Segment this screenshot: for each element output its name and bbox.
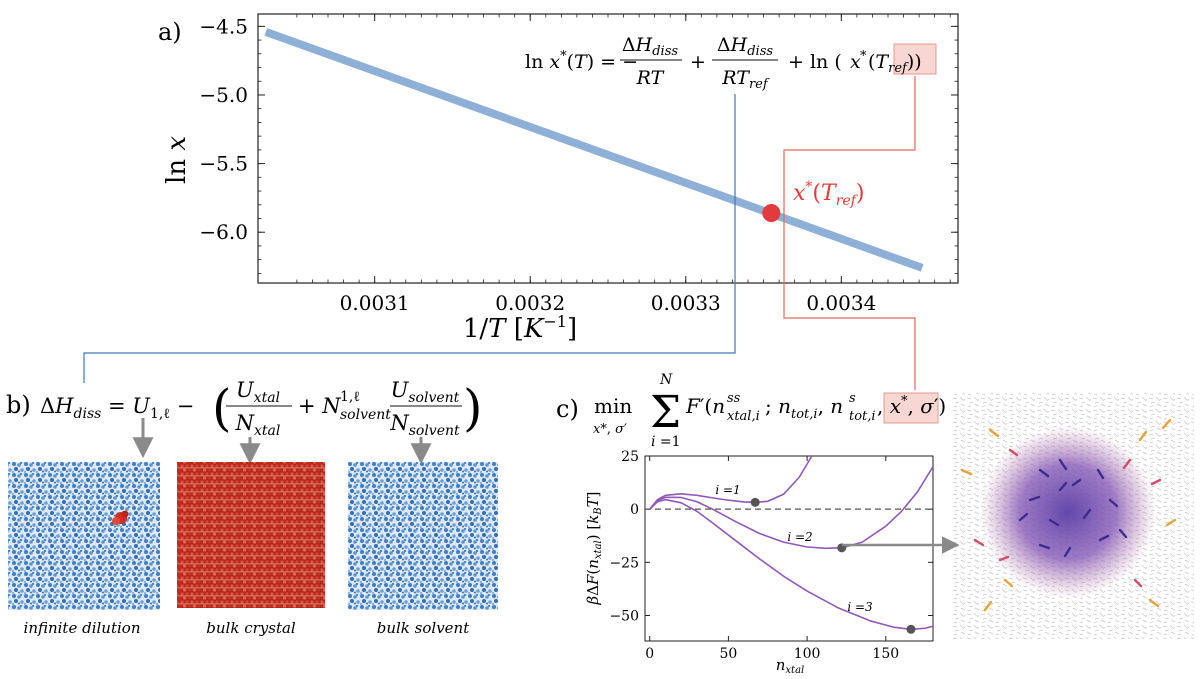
svg-text:ΔHdiss: ΔHdiss <box>622 34 678 59</box>
panel-c-x-tick-label: 50 <box>719 646 737 662</box>
panel-a-y-tick-label: −5.0 <box>199 83 248 107</box>
svg-text:F′(n: F′(n <box>685 394 725 418</box>
svg-text:solvent: solvent <box>340 407 391 423</box>
red-connector-line <box>783 76 916 390</box>
svg-text:+ N: + N <box>298 394 341 418</box>
panel-a-y-tick-label: −6.0 <box>199 220 248 244</box>
svg-text:i =1: i =1 <box>651 434 681 450</box>
panel-c-curve-label: i =3 <box>847 600 873 614</box>
svg-text:1,ℓ: 1,ℓ <box>340 389 360 405</box>
panel-c-curve <box>649 466 933 550</box>
panel-a-series-line <box>264 28 924 272</box>
svg-text:ΔHdiss: ΔHdiss <box>717 34 773 59</box>
panel-a-chart: 0.0031 0.0032 0.0033 0.0034 −4.5 −5.0 −5.5 −6.0 <box>199 13 959 315</box>
snapshot-bulk-crystal <box>177 462 325 608</box>
blue-connector-line <box>83 94 736 383</box>
panel-c-y-axis-label: βΔF(nxtal) [kBT] <box>584 491 604 605</box>
xstar-sigma-highlight-box <box>883 392 939 424</box>
panel-c-x-tick-label: 100 <box>794 646 821 662</box>
svg-text:ΔHdiss = U1,ℓ −: ΔHdiss = U1,ℓ − <box>40 394 194 422</box>
svg-text:ln x*(T) = −: ln x*(T) = − <box>525 49 638 73</box>
svg-text:; ntot,i, n: ; ntot,i, n <box>765 394 843 422</box>
panel-a-x-axis-label: 1/T [K−1] <box>463 312 577 344</box>
svg-text:(Tref)): (Tref)) <box>868 51 922 76</box>
panel-c-curve <box>649 456 813 510</box>
caption-bulk-solvent: bulk solvent <box>377 619 470 637</box>
svg-text:(: ( <box>212 379 232 437</box>
svg-text:xtal,i: xtal,i <box>727 409 760 424</box>
panel-c-x-tick-label: 0 <box>645 646 654 662</box>
svg-text:Uxtal: Uxtal <box>236 378 280 406</box>
panel-c-x-tick-label: 150 <box>872 646 899 662</box>
panel-c-curve <box>649 498 933 631</box>
panel-c-y-tick-label: 25 <box>621 449 639 465</box>
svg-text:RTref: RTref <box>721 67 770 92</box>
panel-c-curve-label: i =2 <box>787 530 812 544</box>
svg-text:min: min <box>594 394 632 418</box>
panel-a-x-tick-label: 0.0034 <box>806 291 876 315</box>
panel-c-chart: 0 50 100 150 25 0 −25 −50 i =1 i =2 i =3 <box>609 449 934 662</box>
panel-a-x-tick-label: 0.0031 <box>340 291 410 315</box>
panel-a-x-tick-label: 0.0032 <box>495 291 565 315</box>
svg-text:+ ln (: + ln ( <box>788 51 842 73</box>
panel-a-label: a) <box>158 18 182 46</box>
panel-c-curve-label: i =1 <box>715 483 740 497</box>
panel-a-y-tick-label: −4.5 <box>199 14 248 38</box>
svg-text:x*, σ′: x*, σ′ <box>593 422 627 437</box>
caption-bulk-crystal: bulk crystal <box>206 619 296 637</box>
tref-highlight-box <box>893 43 937 75</box>
panel-c-minimum-marker <box>750 497 760 507</box>
svg-text:, x*, σ′): , x*, σ′) <box>877 394 946 418</box>
panel-b-label: b) <box>6 391 31 419</box>
panel-a-y-axis-label: ln x <box>162 136 192 184</box>
svg-text:Usolvent: Usolvent <box>391 378 460 406</box>
panel-c-equation: min x*, σ′ Σ N i =1 F′(n ss xtal,i ; nto… <box>593 372 946 450</box>
panel-c-label: c) <box>556 395 579 423</box>
svg-text:tot,i: tot,i <box>849 409 876 424</box>
svg-text:x: x <box>850 51 861 73</box>
svg-text:N: N <box>659 372 673 388</box>
tref-point <box>762 204 781 223</box>
panel-c-y-tick-label: −50 <box>609 608 639 624</box>
svg-text:ss: ss <box>727 391 741 406</box>
svg-text:*: * <box>860 49 867 64</box>
panel-c-minimum-marker <box>906 624 916 634</box>
panel-a-equation: ln x*(T) = − ΔHdiss RT + ΔHdiss RTref + … <box>525 34 937 92</box>
panel-a-y-tick-label: −5.5 <box>199 152 248 176</box>
svg-text:Σ: Σ <box>650 387 681 438</box>
panel-c-plot-frame <box>644 455 934 642</box>
panel-c-y-tick-label: −25 <box>609 555 639 571</box>
svg-text:s: s <box>849 391 856 406</box>
caption-infinite-dilution: infinite dilution <box>24 619 141 637</box>
panel-a-x-tick-label: 0.0033 <box>651 291 721 315</box>
snapshot-infinite-dilution <box>8 462 160 610</box>
snapshot-nucleus-cluster <box>952 393 1194 639</box>
svg-text:Nsolvent: Nsolvent <box>389 411 460 439</box>
svg-text:Nxtal: Nxtal <box>235 411 281 439</box>
svg-text:): ) <box>463 379 483 437</box>
svg-text:+: + <box>690 51 706 73</box>
snapshot-bulk-solvent <box>348 462 498 610</box>
tref-point-label: x*(Tref) <box>793 179 864 209</box>
panel-c-y-tick-label: 0 <box>630 502 639 518</box>
svg-text:RT: RT <box>636 67 665 89</box>
panel-b-equation: ΔHdiss = U1,ℓ − ( Uxtal Nxtal + N 1,ℓ so… <box>40 378 483 439</box>
